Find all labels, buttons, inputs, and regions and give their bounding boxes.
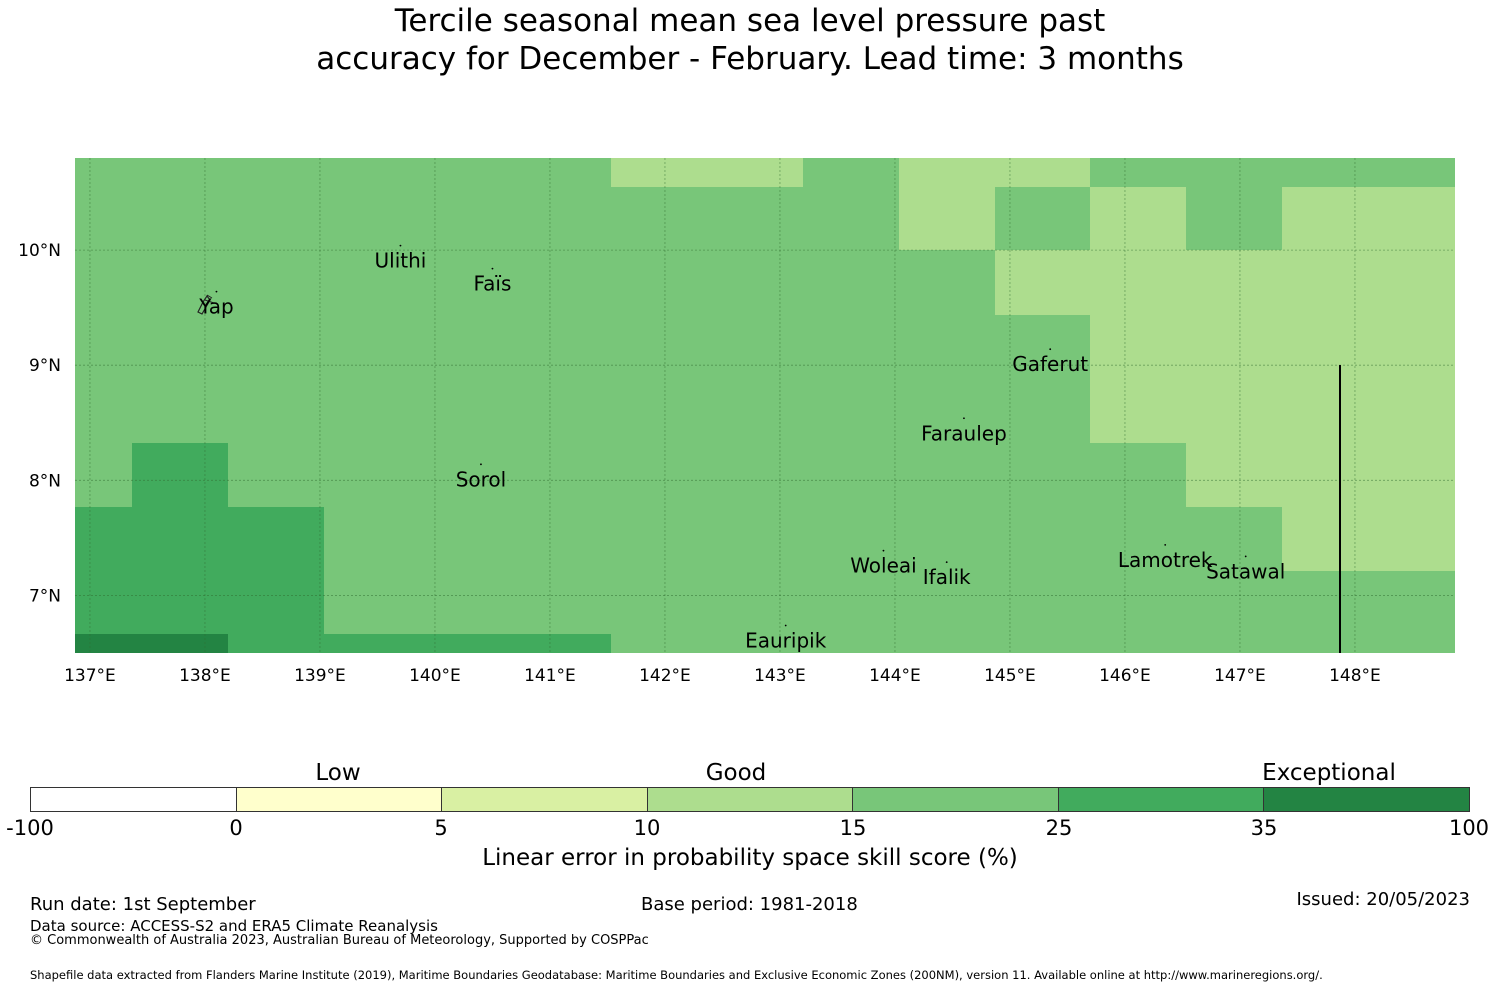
- island-marker: [963, 417, 965, 420]
- colorbar-segment: [1058, 788, 1265, 811]
- longitude-tick-label: 145°E: [984, 666, 1036, 686]
- longitude-tick-label: 139°E: [294, 666, 346, 686]
- data-source: Data source: ACCESS-S2 and ERA5 Climate …: [30, 917, 438, 935]
- colorbar: [30, 787, 1470, 812]
- colorbar-category-low: Low: [315, 760, 361, 786]
- latitude-tick-labels: 10°N 9°N 8°N 7°N: [18, 241, 61, 606]
- colorbar-segment: [1264, 788, 1470, 811]
- skill-cell: [899, 187, 995, 250]
- colorbar-tick: -100: [6, 816, 54, 840]
- skill-grid-cells: [75, 158, 1455, 653]
- skill-cell: [1090, 315, 1455, 443]
- colorbar-tick: 5: [434, 816, 448, 840]
- island-marker: [784, 624, 787, 627]
- colorbar-tick: 15: [839, 816, 867, 840]
- island-label: Yap: [198, 295, 233, 319]
- colorbar-segment: [853, 788, 1059, 811]
- skill-map: Yap Ulithi Faïs Gaferut Faraulep Sorol Woleai I…: [18, 158, 1455, 686]
- island-label: Sorol: [456, 467, 507, 491]
- skill-cell: [1282, 507, 1455, 571]
- longitude-tick-label: 144°E: [869, 666, 921, 686]
- colorbar-category-good: Good: [705, 760, 767, 786]
- island-label: Ifalik: [923, 565, 971, 589]
- chart-title-line-1: Tercile seasonal mean sea level pressure…: [394, 3, 1106, 39]
- colorbar-segment: [31, 788, 237, 811]
- skill-cell: [324, 634, 611, 653]
- island-marker: [215, 290, 218, 293]
- colorbar-tick: 35: [1250, 816, 1278, 840]
- island-label: Faïs: [473, 272, 511, 296]
- skill-cell: [1186, 443, 1455, 507]
- skill-cell: [75, 507, 324, 634]
- longitude-tick-label: 146°E: [1099, 666, 1151, 686]
- skill-cell: [228, 634, 324, 653]
- colorbar-label: Linear error in probability space skill …: [482, 845, 1018, 871]
- longitude-tick-label: 141°E: [524, 666, 576, 686]
- longitude-tick-label: 148°E: [1329, 666, 1381, 686]
- island-label: Faraulep: [921, 421, 1007, 445]
- island-marker: [399, 244, 402, 247]
- shapefile-credit: Shapefile data extracted from Flanders M…: [30, 968, 1323, 982]
- skill-cell: [995, 250, 1455, 315]
- island-label: Gaferut: [1012, 352, 1088, 376]
- island-marker: [491, 267, 494, 270]
- skill-cell: [75, 634, 228, 653]
- island-marker: [480, 463, 482, 466]
- longitude-tick-label: 147°E: [1214, 666, 1266, 686]
- island-label: Eauripik: [745, 628, 827, 652]
- latitude-tick-label: 10°N: [18, 241, 61, 261]
- graticule: [75, 158, 1455, 653]
- base-period: Base period: 1981-2018: [641, 894, 858, 915]
- longitude-tick-label: 137°E: [64, 666, 116, 686]
- longitude-tick-label: 143°E: [754, 666, 806, 686]
- latitude-tick-label: 8°N: [29, 471, 61, 491]
- island-label: Ulithi: [375, 249, 427, 273]
- island-marker: [1164, 544, 1167, 546]
- island-label: Lamotrek: [1118, 548, 1213, 572]
- colorbar-tick: 25: [1045, 816, 1073, 840]
- skill-cell: [1090, 187, 1186, 250]
- latitude-tick-label: 9°N: [29, 356, 61, 376]
- island-marker: [945, 561, 948, 564]
- run-date: Run date: 1st September: [30, 894, 256, 915]
- colorbar-tick: 100: [1448, 816, 1490, 840]
- longitude-tick-label: 142°E: [639, 666, 691, 686]
- colorbar-tick: 10: [633, 816, 661, 840]
- skill-cell: [132, 443, 228, 507]
- colorbar-tick: 0: [229, 816, 243, 840]
- issued-date: Issued: 20/05/2023: [1296, 889, 1470, 910]
- island-marker: [1244, 555, 1247, 558]
- skill-cell: [1282, 187, 1455, 250]
- longitude-tick-label: 138°E: [179, 666, 231, 686]
- copyright: © Commonwealth of Australia 2023, Austra…: [30, 933, 649, 948]
- island-marker: [882, 549, 885, 552]
- island-label: Satawal: [1206, 559, 1285, 583]
- yap-island-shape: [197, 294, 215, 315]
- chart-title-line-2: accuracy for December - February. Lead t…: [316, 41, 1184, 77]
- island-label: Woleai: [850, 554, 917, 578]
- colorbar-segment: [236, 788, 443, 811]
- colorbar-segment: [647, 788, 854, 811]
- colorbar-segment: [442, 788, 648, 811]
- longitude-tick-labels: 137°E 138°E 139°E 140°E 141°E 142°E 143°E 144°E…: [64, 666, 1381, 686]
- latitude-tick-label: 7°N: [29, 586, 61, 606]
- colorbar-category-exceptional: Exceptional: [1262, 760, 1396, 786]
- island-marker: [1049, 348, 1052, 351]
- longitude-tick-label: 140°E: [409, 666, 461, 686]
- skill-cell: [899, 158, 1090, 187]
- skill-cell: [611, 158, 803, 187]
- island-labels: Yap Ulithi Faïs Gaferut Faraulep Sorol Woleai I…: [198, 244, 1285, 652]
